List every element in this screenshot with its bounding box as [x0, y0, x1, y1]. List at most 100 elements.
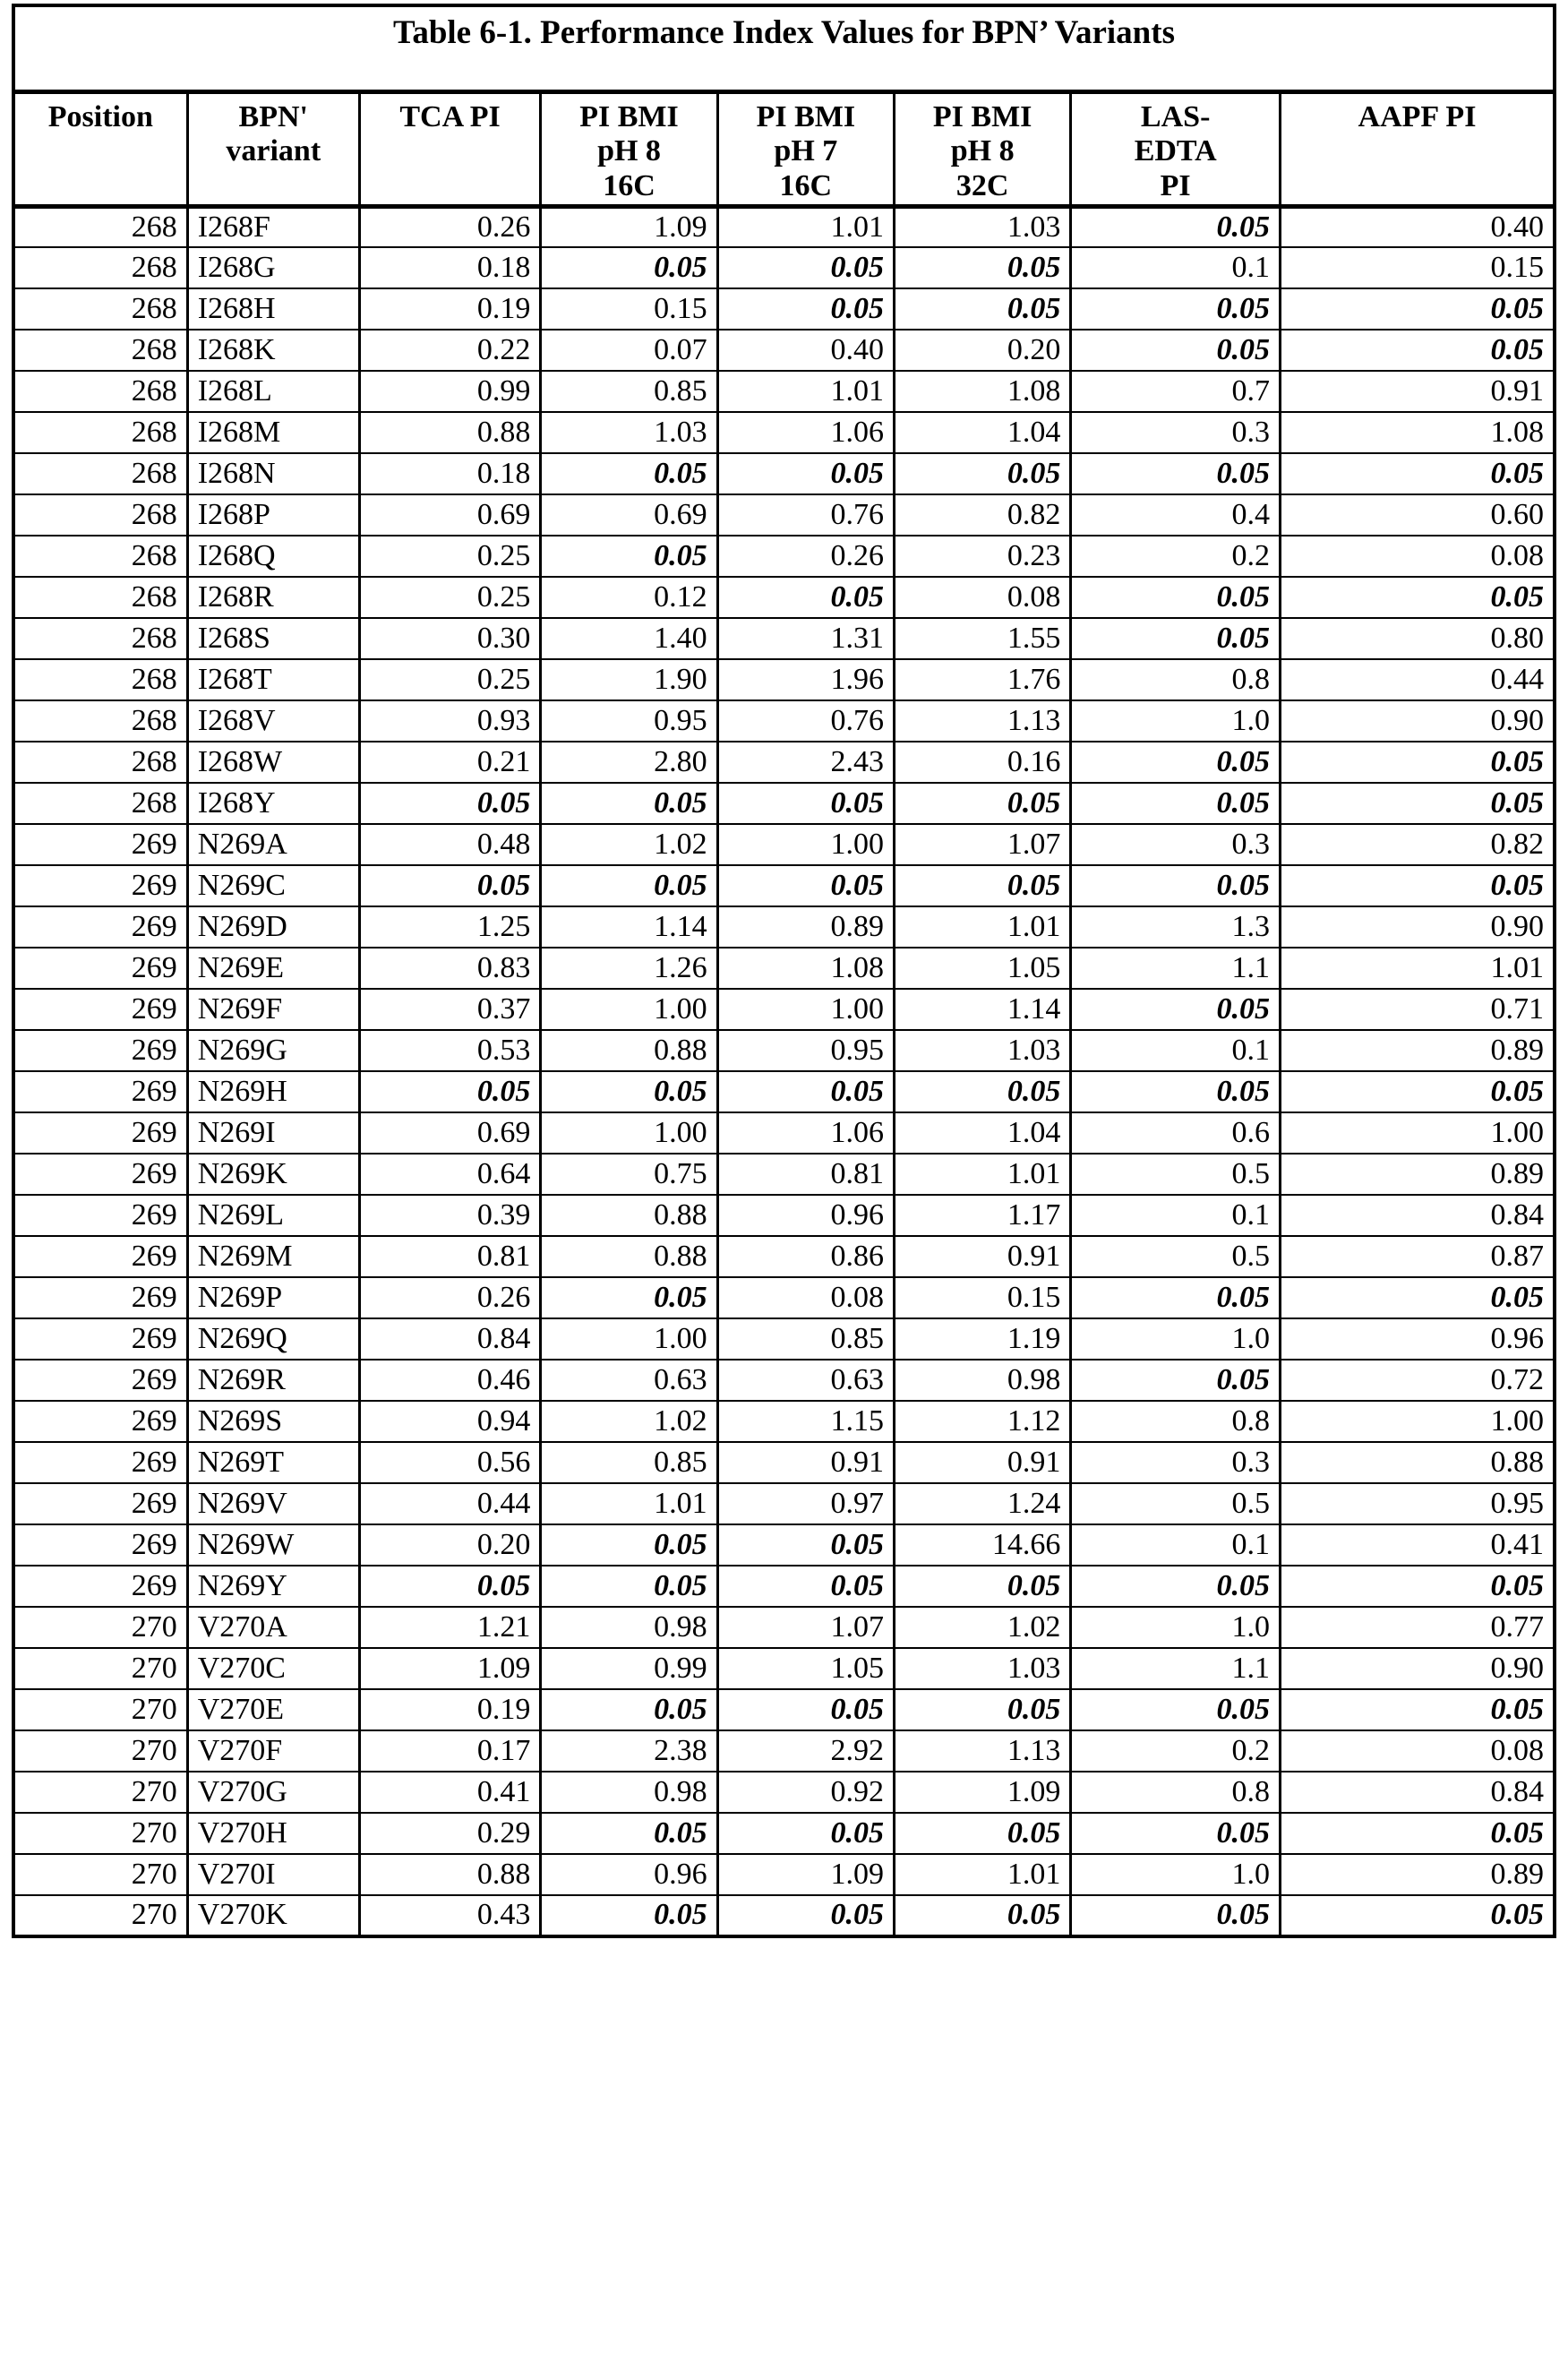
cell-position: 269 — [13, 1566, 187, 1607]
cell-bmi8_16: 1.00 — [541, 1112, 717, 1154]
cell-bmi8_32: 1.02 — [895, 1607, 1071, 1648]
cell-bmi8_32: 0.05 — [895, 1566, 1071, 1607]
cell-bmi8_32: 0.91 — [895, 1442, 1071, 1483]
table-row: 268I268H0.190.150.050.050.050.05 — [13, 288, 1555, 330]
cell-bmi7_16: 1.06 — [717, 412, 894, 453]
cell-bmi7_16: 1.07 — [717, 1607, 894, 1648]
cell-position: 270 — [13, 1648, 187, 1689]
cell-variant: N269R — [187, 1360, 359, 1401]
cell-bmi8_32: 1.12 — [895, 1401, 1071, 1442]
cell-bmi8_32: 1.01 — [895, 1854, 1071, 1895]
cell-bmi8_32: 1.13 — [895, 1730, 1071, 1772]
cell-bmi8_16: 1.90 — [541, 659, 717, 700]
cell-bmi8_32: 1.03 — [895, 206, 1071, 247]
cell-aapf: 0.88 — [1281, 1442, 1555, 1483]
cell-variant: N269C — [187, 865, 359, 906]
cell-bmi8_16: 0.69 — [541, 494, 717, 536]
cell-aapf: 0.71 — [1281, 989, 1555, 1030]
cell-bmi8_32: 1.19 — [895, 1318, 1071, 1360]
table-row: 269N269P0.260.050.080.150.050.05 — [13, 1277, 1555, 1318]
cell-las: 0.05 — [1071, 618, 1281, 659]
cell-bmi8_16: 0.07 — [541, 330, 717, 371]
cell-bmi7_16: 0.86 — [717, 1236, 894, 1277]
cell-bmi8_16: 0.05 — [541, 1813, 717, 1854]
cell-las: 0.3 — [1071, 1442, 1281, 1483]
cell-tca: 0.99 — [359, 371, 541, 412]
cell-position: 270 — [13, 1730, 187, 1772]
table-row: 268I268G0.180.050.050.050.10.15 — [13, 247, 1555, 288]
table-row: 269N269Y0.050.050.050.050.050.05 — [13, 1566, 1555, 1607]
cell-bmi7_16: 0.05 — [717, 1689, 894, 1730]
cell-las: 0.1 — [1071, 247, 1281, 288]
cell-bmi8_32: 1.01 — [895, 906, 1071, 948]
cell-variant: N269P — [187, 1277, 359, 1318]
table-row: 269N269G0.530.880.951.030.10.89 — [13, 1030, 1555, 1071]
column-header-aapf: AAPF PI — [1281, 91, 1555, 206]
cell-las: 0.7 — [1071, 371, 1281, 412]
cell-tca: 0.88 — [359, 412, 541, 453]
cell-bmi7_16: 1.08 — [717, 948, 894, 989]
column-header-variant: BPN' variant — [187, 91, 359, 206]
cell-bmi7_16: 1.06 — [717, 1112, 894, 1154]
cell-las: 0.05 — [1071, 1895, 1281, 1936]
cell-variant: V270H — [187, 1813, 359, 1854]
cell-tca: 1.09 — [359, 1648, 541, 1689]
cell-bmi8_16: 0.05 — [541, 536, 717, 577]
cell-bmi7_16: 0.89 — [717, 906, 894, 948]
cell-las: 1.0 — [1071, 1854, 1281, 1895]
cell-aapf: 0.05 — [1281, 742, 1555, 783]
cell-las: 0.3 — [1071, 412, 1281, 453]
table-row: 269N269S0.941.021.151.120.81.00 — [13, 1401, 1555, 1442]
table-row: 269N269E0.831.261.081.051.11.01 — [13, 948, 1555, 989]
cell-bmi8_32: 1.24 — [895, 1483, 1071, 1524]
cell-aapf: 0.72 — [1281, 1360, 1555, 1401]
cell-position: 269 — [13, 1112, 187, 1154]
cell-tca: 0.20 — [359, 1524, 541, 1566]
cell-bmi8_16: 0.95 — [541, 700, 717, 742]
cell-bmi7_16: 0.05 — [717, 453, 894, 494]
cell-position: 269 — [13, 906, 187, 948]
cell-variant: N269Q — [187, 1318, 359, 1360]
cell-position: 269 — [13, 824, 187, 865]
cell-las: 0.05 — [1071, 1813, 1281, 1854]
cell-tca: 0.19 — [359, 288, 541, 330]
cell-las: 0.8 — [1071, 1401, 1281, 1442]
cell-variant: N269A — [187, 824, 359, 865]
cell-bmi8_16: 0.05 — [541, 865, 717, 906]
cell-aapf: 0.05 — [1281, 1277, 1555, 1318]
cell-variant: V270E — [187, 1689, 359, 1730]
cell-bmi7_16: 0.05 — [717, 577, 894, 618]
cell-bmi7_16: 0.97 — [717, 1483, 894, 1524]
cell-tca: 0.69 — [359, 494, 541, 536]
cell-variant: N269I — [187, 1112, 359, 1154]
cell-bmi8_32: 0.05 — [895, 288, 1071, 330]
cell-variant: I268N — [187, 453, 359, 494]
cell-tca: 0.93 — [359, 700, 541, 742]
table-title: Table 6-1. Performance Index Values for … — [13, 5, 1555, 91]
column-header-tca: TCA PI — [359, 91, 541, 206]
cell-tca: 0.46 — [359, 1360, 541, 1401]
cell-bmi7_16: 0.05 — [717, 1566, 894, 1607]
cell-bmi8_16: 1.09 — [541, 206, 717, 247]
cell-variant: N269K — [187, 1154, 359, 1195]
cell-aapf: 0.05 — [1281, 288, 1555, 330]
cell-bmi8_32: 0.05 — [895, 247, 1071, 288]
cell-bmi8_32: 0.05 — [895, 1071, 1071, 1112]
cell-bmi7_16: 0.40 — [717, 330, 894, 371]
cell-bmi8_32: 1.03 — [895, 1030, 1071, 1071]
table-row: 269N269I0.691.001.061.040.61.00 — [13, 1112, 1555, 1154]
cell-tca: 0.48 — [359, 824, 541, 865]
cell-las: 0.1 — [1071, 1524, 1281, 1566]
table-row: 268I268N0.180.050.050.050.050.05 — [13, 453, 1555, 494]
cell-bmi7_16: 0.96 — [717, 1195, 894, 1236]
cell-tca: 0.21 — [359, 742, 541, 783]
cell-las: 1.0 — [1071, 1318, 1281, 1360]
cell-variant: N269H — [187, 1071, 359, 1112]
cell-position: 269 — [13, 1195, 187, 1236]
cell-bmi7_16: 0.63 — [717, 1360, 894, 1401]
cell-bmi8_16: 1.00 — [541, 989, 717, 1030]
column-header-bmi8_32: PI BMI pH 8 32C — [895, 91, 1071, 206]
cell-position: 270 — [13, 1772, 187, 1813]
cell-las: 0.3 — [1071, 824, 1281, 865]
table-row: 270V270F0.172.382.921.130.20.08 — [13, 1730, 1555, 1772]
